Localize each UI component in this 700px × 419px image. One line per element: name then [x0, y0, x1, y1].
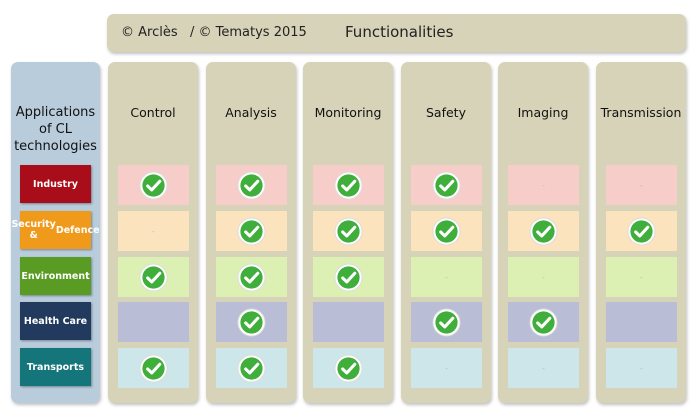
- check-circle-icon: [334, 216, 363, 246]
- check-circle-icon: [139, 262, 168, 292]
- check-circle-icon: [139, 353, 168, 383]
- functionality-column: Imaging - - -: [498, 62, 588, 403]
- matrix-cell: [606, 211, 677, 251]
- application-label-line: Security &: [11, 219, 56, 241]
- empty-mark: -: [445, 363, 448, 373]
- functionality-title: Control: [130, 105, 176, 120]
- matrix-cell: [216, 302, 287, 342]
- check-circle-icon: [334, 262, 363, 292]
- check-circle-icon: [432, 307, 461, 337]
- matrix-cell: -: [606, 257, 677, 297]
- functionality-column: Control - -: [108, 62, 198, 403]
- matrix-cell: -: [508, 257, 579, 297]
- copyright-text: © Arclès / © Tematys 2015: [121, 25, 307, 40]
- check-circle-icon: [334, 170, 363, 200]
- empty-mark: -: [152, 226, 155, 236]
- matrix-cell: -: [411, 348, 482, 388]
- matrix-cell: [411, 302, 482, 342]
- empty-mark: -: [152, 317, 155, 327]
- matrix-cell: [118, 165, 189, 205]
- application-label: Security & Defence: [11, 211, 100, 249]
- empty-mark: -: [542, 272, 545, 282]
- check-circle-icon: [237, 216, 266, 246]
- matrix-cell: [411, 165, 482, 205]
- matrix-cell: [216, 348, 287, 388]
- empty-mark: -: [640, 272, 643, 282]
- functionality-title: Monitoring: [314, 105, 382, 120]
- application-label: Industry: [20, 165, 91, 203]
- application-label-line: Health Care: [23, 315, 88, 327]
- check-circle-icon: [334, 353, 363, 383]
- matrix-cell: -: [118, 211, 189, 251]
- matrix-cell: -: [606, 302, 677, 342]
- application-label: Transports: [20, 348, 91, 386]
- matrix-cell: -: [411, 257, 482, 297]
- application-label-line: Transports: [26, 361, 85, 373]
- empty-mark: -: [542, 363, 545, 373]
- matrix-cell: [508, 211, 579, 251]
- empty-mark: -: [640, 363, 643, 373]
- empty-mark: -: [445, 272, 448, 282]
- check-circle-icon: [529, 307, 558, 337]
- application-label-line: Industry: [33, 178, 78, 190]
- matrix-cell: [313, 211, 384, 251]
- matrix-cell: -: [118, 302, 189, 342]
- check-circle-icon: [529, 216, 558, 246]
- functionality-column: Analysis: [206, 62, 296, 403]
- matrix-cell: [216, 211, 287, 251]
- matrix-cell: [118, 257, 189, 297]
- matrix-cell: [216, 257, 287, 297]
- functionality-title: Imaging: [517, 105, 569, 120]
- check-circle-icon: [237, 170, 266, 200]
- functionality-title: Transmission: [600, 105, 682, 120]
- matrix-cell: [313, 257, 384, 297]
- functionalities-title: Functionalities: [345, 23, 454, 41]
- matrix-cell: [313, 348, 384, 388]
- applications-panel: Applications of CL technologies Industry…: [11, 62, 100, 403]
- check-circle-icon: [432, 170, 461, 200]
- functionality-column: Safety - -: [401, 62, 491, 403]
- matrix-cell: [216, 165, 287, 205]
- applications-title-line: Applications: [15, 105, 96, 120]
- check-circle-icon: [432, 216, 461, 246]
- empty-mark: -: [347, 317, 350, 327]
- matrix-cell: [508, 302, 579, 342]
- matrix-cell: -: [313, 302, 384, 342]
- functionality-title: Safety: [426, 105, 466, 120]
- applications-title-line: of CL: [39, 122, 72, 137]
- check-circle-icon: [237, 262, 266, 292]
- check-circle-icon: [237, 353, 266, 383]
- functionality-title: Analysis: [225, 105, 277, 120]
- matrix-cell: -: [606, 348, 677, 388]
- check-circle-icon: [627, 216, 656, 246]
- empty-mark: -: [542, 180, 545, 190]
- application-label: Health Care: [20, 302, 91, 340]
- matrix-cell: [118, 348, 189, 388]
- matrix-cell: -: [606, 165, 677, 205]
- matrix-cell: -: [508, 348, 579, 388]
- application-label-line: Environment: [21, 270, 90, 282]
- empty-mark: -: [640, 180, 643, 190]
- matrix-cell: -: [508, 165, 579, 205]
- empty-mark: -: [640, 317, 643, 327]
- check-circle-icon: [237, 307, 266, 337]
- application-label-line: Defence: [55, 224, 100, 236]
- applications-title: Applications of CL technologies: [11, 104, 100, 155]
- header-bar: © Arclès / © Tematys 2015 Functionalitie…: [107, 14, 686, 52]
- matrix-cell: [411, 211, 482, 251]
- application-label: Environment: [20, 257, 91, 295]
- functionality-column: Monitoring -: [303, 62, 393, 403]
- functionality-column: Transmission - - - -: [596, 62, 686, 403]
- applications-title-line: technologies: [14, 139, 97, 154]
- matrix-cell: [313, 165, 384, 205]
- check-circle-icon: [139, 170, 168, 200]
